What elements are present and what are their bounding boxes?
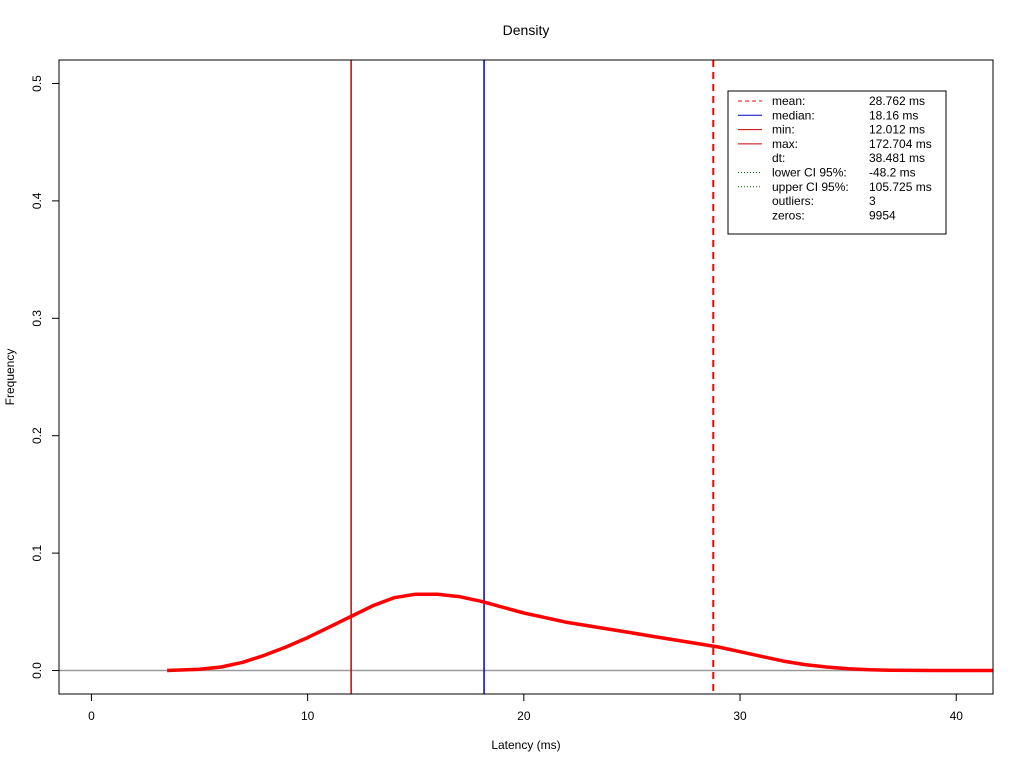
legend-value: 172.704 ms [869,137,932,151]
x-axis-label: Latency (ms) [491,738,560,752]
legend-label: outliers: [772,194,814,208]
plot-area [59,60,993,694]
x-tick-label: 40 [950,709,964,723]
x-tick-label: 20 [517,709,531,723]
legend-value: -48.2 ms [869,166,916,180]
legend-value: 38.481 ms [869,151,925,165]
chart-title: Density [503,22,550,38]
legend-label: upper CI 95%: [772,180,849,194]
legend-value: 28.762 ms [869,94,925,108]
y-tick-label: 0.0 [30,662,44,679]
y-axis-label: Frequency [3,349,17,406]
legend-label: median: [772,108,815,122]
y-tick-label: 0.3 [30,310,44,327]
x-tick-label: 30 [733,709,747,723]
y-tick-label: 0.4 [30,192,44,209]
legend-value: 3 [869,194,876,208]
legend-box [727,90,947,235]
legend-value: 9954 [869,208,896,222]
legend-label: max: [772,137,798,151]
y-tick-label: 0.1 [30,544,44,561]
y-axis: 0.0 0.1 0.2 0.3 0.4 0.5 [30,75,59,679]
legend-label: lower CI 95%: [772,166,847,180]
legend-value: 18.16 ms [869,108,918,122]
legend-label: min: [772,123,795,137]
legend-label: mean: [772,94,805,108]
legend-value: 105.725 ms [869,180,932,194]
legend: mean: 28.762 ms median: 18.16 ms min: 12.012 … [727,90,947,235]
legend-label: dt: [772,151,785,165]
y-tick-label: 0.5 [30,75,44,92]
density-curve [167,592,993,673]
y-tick-label: 0.2 [30,427,44,444]
x-tick-label: 10 [301,709,315,723]
legend-value: 12.012 ms [869,123,925,137]
x-axis: 0 10 20 30 40 [88,693,964,723]
x-tick-label: 0 [88,709,95,723]
legend-label: zeros: [772,208,805,222]
